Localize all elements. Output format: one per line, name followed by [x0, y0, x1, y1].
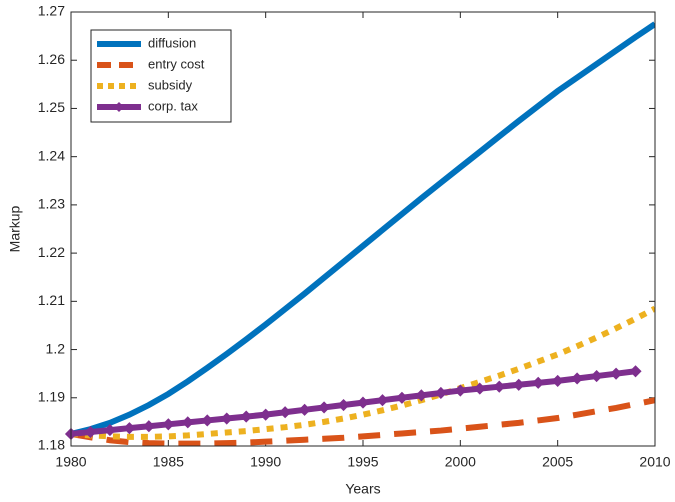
series-marker — [279, 406, 292, 419]
series-marker — [259, 408, 272, 421]
series-marker — [395, 391, 408, 404]
series-marker — [318, 401, 331, 414]
y-tick-label: 1.21 — [38, 292, 65, 308]
x-tick-label: 1980 — [55, 454, 86, 470]
y-tick-label: 1.27 — [38, 3, 65, 19]
y-tick-label: 1.23 — [38, 196, 65, 212]
series-marker — [415, 389, 428, 402]
series-line — [71, 397, 655, 446]
plot-frame — [70, 11, 656, 447]
legend-label: subsidy — [148, 77, 193, 92]
series-marker — [551, 374, 564, 387]
series-marker — [240, 410, 253, 423]
series-marker — [220, 412, 233, 425]
series-marker — [84, 425, 97, 439]
series-line — [71, 21, 655, 437]
series-marker — [629, 365, 642, 378]
series-marker — [181, 416, 194, 429]
series-marker — [142, 420, 155, 433]
series-marker — [201, 414, 214, 427]
series-marker — [376, 394, 389, 407]
series-marker — [123, 422, 136, 435]
x-tick-label: 1990 — [250, 454, 281, 470]
series-marker — [532, 376, 545, 389]
series-marker — [610, 367, 623, 380]
series-marker — [590, 370, 603, 383]
x-tick-label: 1995 — [347, 454, 378, 470]
series-marker — [473, 382, 486, 395]
series-marker — [454, 384, 467, 397]
legend-marker — [114, 102, 124, 112]
series-marker — [298, 403, 311, 416]
x-tick-label: 2000 — [445, 454, 476, 470]
x-axis-label: Years — [345, 481, 380, 497]
x-tick-label: 1985 — [153, 454, 184, 470]
legend-label: entry cost — [148, 56, 205, 71]
y-axis-label: Markup — [7, 205, 23, 252]
series-marker — [434, 386, 447, 400]
series-marker — [337, 398, 350, 412]
series-marker — [162, 418, 175, 431]
y-tick-label: 1.18 — [38, 437, 65, 453]
series-marker — [493, 380, 506, 393]
series-marker — [356, 396, 370, 409]
y-tick-label: 1.2 — [46, 340, 66, 356]
y-tick-label: 1.22 — [38, 244, 65, 260]
series-marker — [571, 372, 584, 385]
legend-label: diffusion — [148, 35, 196, 50]
series-marker — [512, 378, 525, 391]
y-tick-label: 1.24 — [38, 147, 65, 163]
legend-label: corp. tax — [148, 98, 198, 113]
y-tick-label: 1.19 — [38, 388, 65, 404]
y-tick-label: 1.26 — [38, 51, 65, 67]
series-marker — [103, 424, 116, 437]
x-tick-label: 2010 — [639, 454, 670, 470]
x-tick-label: 2005 — [542, 454, 573, 470]
y-tick-label: 1.25 — [38, 99, 65, 115]
